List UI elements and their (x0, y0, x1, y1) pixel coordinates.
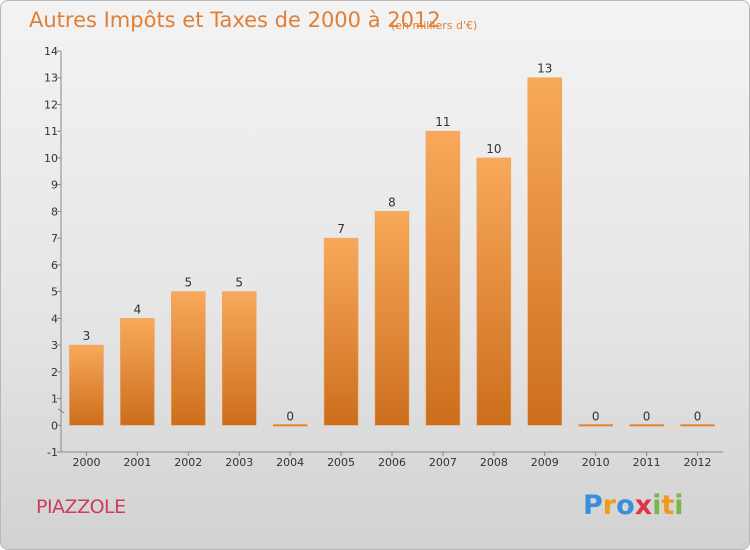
y-tick-label: 5 (51, 286, 58, 299)
y-tick-label: 1 (51, 393, 58, 406)
x-tick-label: 2003 (225, 456, 253, 469)
y-tick-label: 7 (51, 232, 58, 245)
bars (69, 77, 715, 427)
y-tick-label: 4 (51, 312, 58, 325)
y-tick-label: 13 (44, 72, 58, 85)
y-tick-label: 14 (44, 45, 58, 58)
chart-unit: (en milliers d'€) (391, 19, 478, 32)
y-tick-label: 0 (51, 419, 58, 432)
data-label: 7 (337, 222, 345, 236)
data-label: 0 (643, 409, 651, 423)
bar-2000 (69, 344, 104, 426)
bar-2008 (476, 157, 512, 426)
chart-title: Autres Impôts et Taxes de 2000 à 2012 (29, 8, 441, 32)
x-tick-label: 2010 (582, 456, 610, 469)
bar-2010 (578, 424, 613, 427)
bar-2003 (221, 291, 257, 426)
data-label: 5 (235, 276, 243, 290)
y-tick-label: 6 (51, 259, 58, 272)
data-label: 13 (537, 62, 552, 76)
logo-letter: o (616, 490, 635, 521)
x-tick-label: 2011 (633, 456, 661, 469)
logo-letter: i (674, 490, 684, 521)
bar-2006 (374, 211, 410, 426)
data-labels: 3 4 5 5 0 7 8 11 10 13 0 0 0 (83, 62, 702, 424)
y-tick-label: 3 (51, 339, 58, 352)
logo-letter: t (661, 490, 675, 521)
data-label: 10 (486, 142, 501, 156)
bar-2011 (629, 424, 664, 427)
data-label: 8 (388, 195, 396, 209)
axis-break-mark (57, 408, 65, 414)
logo-letter: i (652, 490, 662, 521)
y-tick-label: 2 (51, 366, 58, 379)
x-tick-label: 2005 (327, 456, 355, 469)
bar-2001 (120, 318, 155, 426)
x-tick-label: 2004 (276, 456, 304, 469)
proxiti-logo: Proxiti (583, 490, 684, 521)
data-label: 11 (435, 115, 450, 129)
commune-name: PIAZZOLE (36, 496, 126, 518)
data-label: 0 (286, 409, 294, 423)
y-tick-label: -1 (47, 446, 58, 459)
y-tick-label: 8 (51, 205, 58, 218)
x-tick-label: 2001 (123, 456, 151, 469)
data-label: 3 (83, 329, 91, 343)
x-tick-label: 2007 (429, 456, 457, 469)
bar-2007 (425, 130, 461, 426)
logo-letter: r (602, 490, 617, 521)
y-tick-label: 10 (44, 152, 58, 165)
data-label: 0 (592, 409, 600, 423)
bar-2005 (323, 237, 359, 426)
data-label: 0 (694, 409, 702, 423)
logo-letter: P (583, 490, 603, 521)
bar-2012 (680, 424, 715, 427)
x-tick-label: 2009 (531, 456, 559, 469)
y-tick-label: 12 (44, 98, 58, 111)
bar-2004 (272, 424, 308, 427)
x-tick-label: 2006 (378, 456, 406, 469)
x-tick-label: 2002 (174, 456, 202, 469)
x-tick-label: 2008 (480, 456, 508, 469)
data-label: 5 (184, 276, 192, 290)
data-label: 4 (134, 302, 142, 316)
logo-letter: x (634, 490, 653, 521)
y-tick-label: 11 (44, 125, 58, 138)
bar-2002 (171, 291, 206, 426)
y-tick-label: 9 (51, 179, 58, 192)
x-tick-label: 2000 (72, 456, 100, 469)
x-tick-label: 2012 (684, 456, 712, 469)
bar-2009 (527, 77, 563, 426)
